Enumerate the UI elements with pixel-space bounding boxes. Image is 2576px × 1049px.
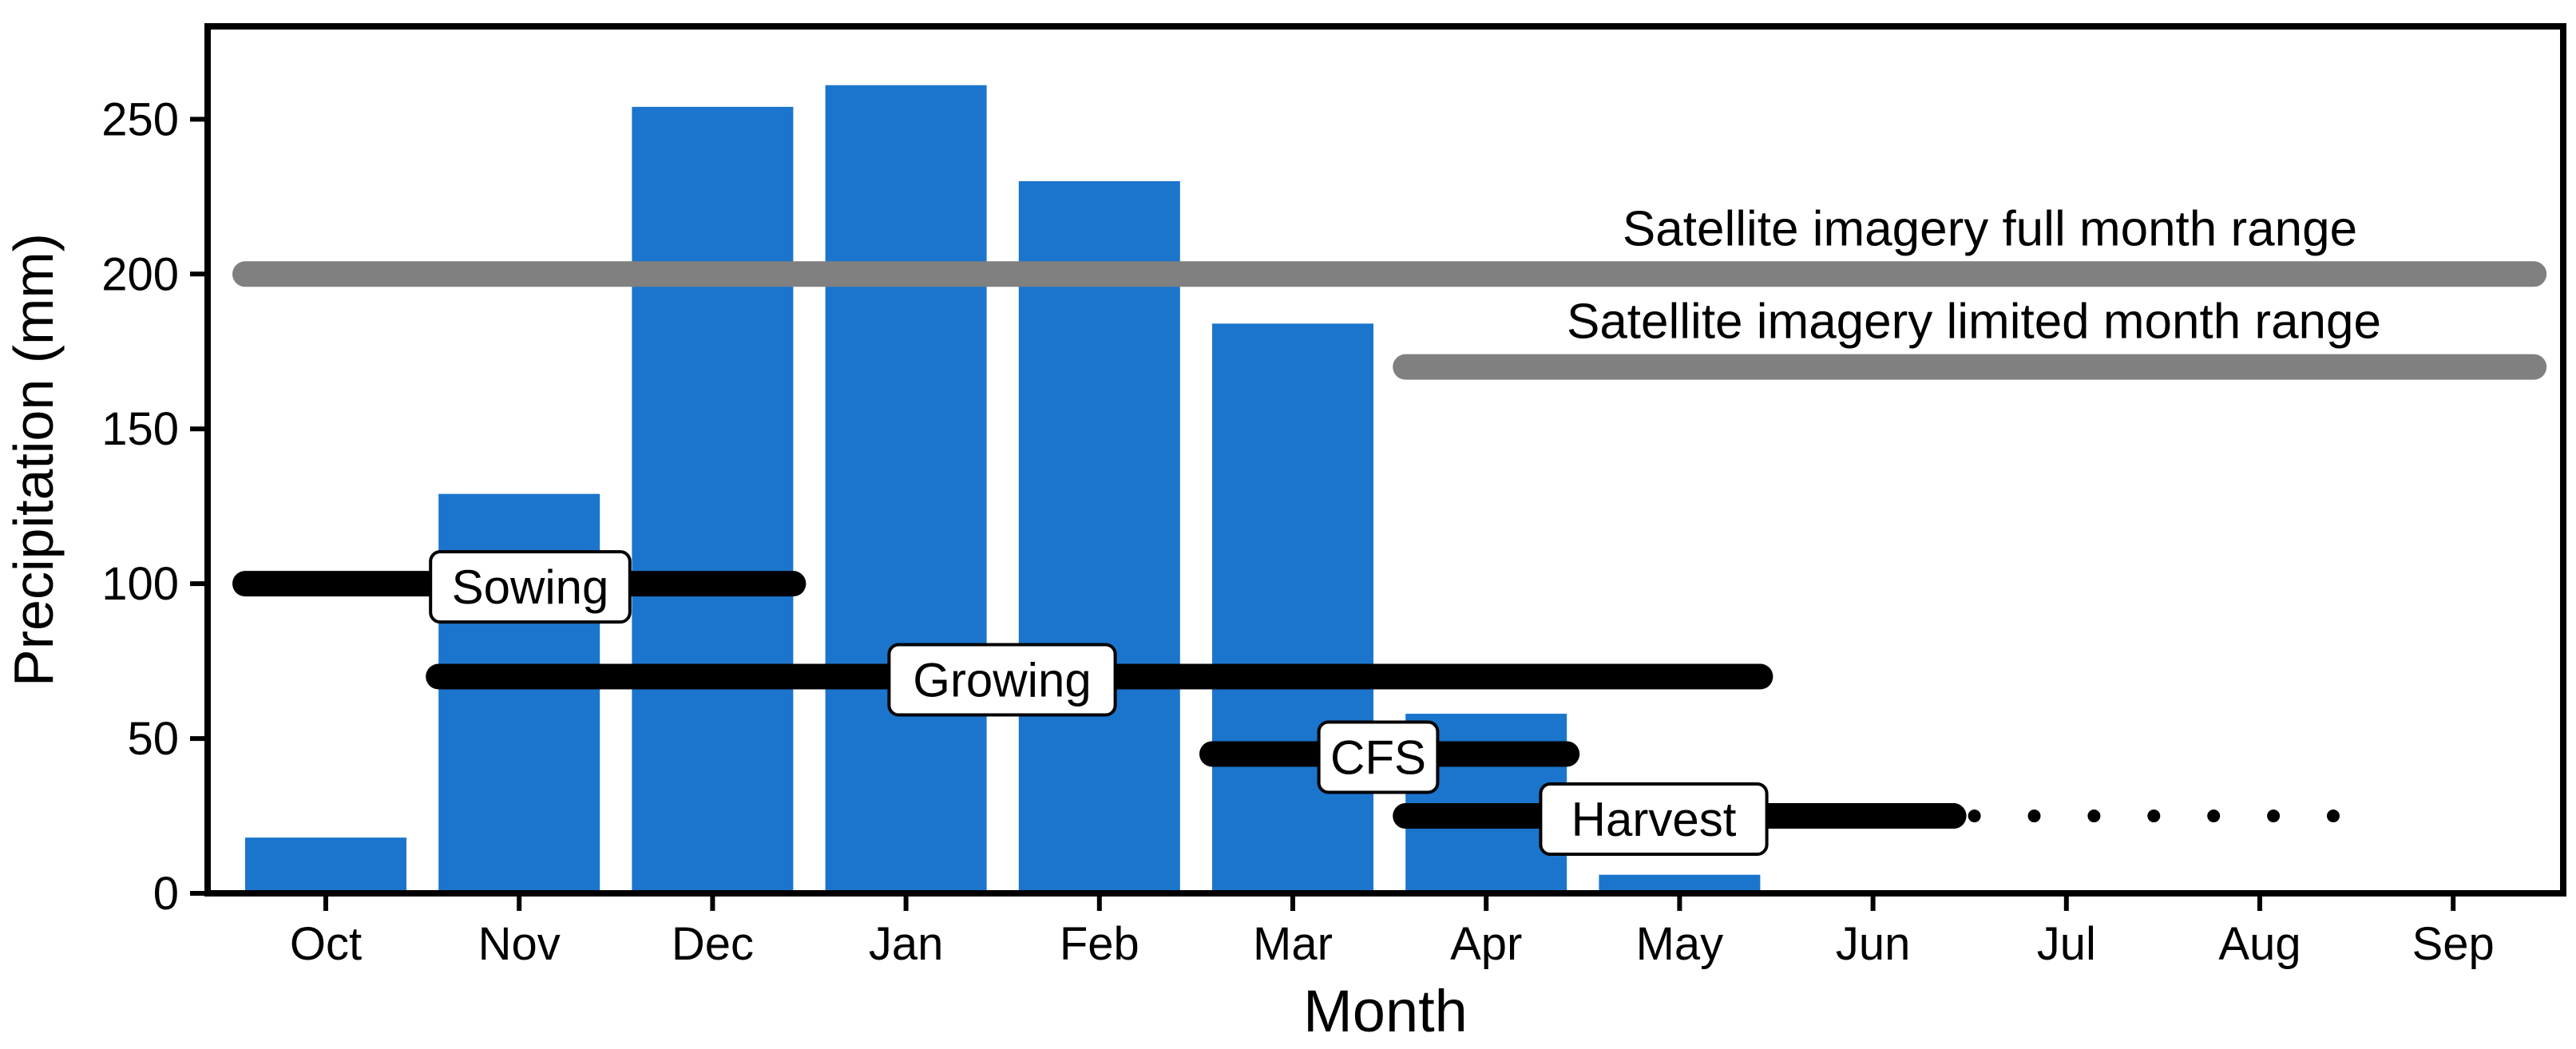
x-tick-label: Sep (2412, 918, 2495, 970)
bar-feb (1018, 180, 1180, 890)
phase-label-growing: Growing (913, 654, 1091, 707)
phase-label-box (1317, 720, 1440, 794)
x-tick-label: Jan (869, 918, 944, 970)
bar-series (245, 85, 1761, 891)
y-tick-label: 0 (153, 868, 179, 920)
y-tick-label: 200 (101, 248, 179, 300)
x-tick-label: Feb (1060, 918, 1139, 970)
bar-oct (245, 837, 406, 890)
y-axis-label: Precipitation (mm) (2, 233, 65, 687)
phase-label-cfs: CFS (1330, 730, 1426, 784)
phase-label-box (887, 643, 1117, 717)
bar-mar (1212, 323, 1373, 890)
x-tick-label: Aug (2218, 918, 2301, 970)
phase-label-box (1539, 782, 1769, 857)
phase-label-box (429, 550, 632, 624)
phase-label-sowing: Sowing (452, 560, 609, 614)
y-tick-label: 100 (101, 558, 179, 610)
harvest-extension-dot (2027, 810, 2041, 823)
harvest-extension-dot (2087, 810, 2101, 823)
y-tick-label: 50 (127, 713, 179, 765)
y-tick-label: 250 (101, 93, 179, 145)
bar-dec (632, 106, 794, 891)
bar-jan (825, 85, 987, 890)
bar-may (1599, 874, 1761, 890)
x-axis-label: Month (1303, 978, 1468, 1044)
x-axis-ticks: Oct Nov Dec Jan Feb Mar Apr May Jun Jul Aug Sep (290, 893, 2495, 970)
x-tick-label: Nov (478, 918, 561, 970)
x-tick-label: Jul (2037, 918, 2096, 970)
harvest-extension-dot (2327, 810, 2340, 823)
harvest-extension-dot (2207, 810, 2221, 823)
x-tick-label: Oct (290, 918, 362, 970)
x-tick-label: Apr (1450, 918, 1522, 970)
phase-lines: Sowing Growing CFS Harvest (232, 550, 2340, 857)
phase-label-harvest: Harvest (1571, 793, 1737, 846)
x-tick-label: Jun (1836, 918, 1911, 970)
plot-frame (204, 23, 2566, 897)
harvest-extension-dot (2147, 810, 2161, 823)
y-axis-ticks: 0 50 100 150 200 250 (101, 93, 208, 920)
x-tick-label: May (1636, 918, 1724, 970)
satellite-range-lines: Satellite imagery full month range Satell… (232, 201, 2547, 380)
y-tick-label: 150 (101, 403, 179, 455)
x-tick-label: Mar (1253, 918, 1333, 970)
harvest-extension-dot (2267, 810, 2281, 823)
x-tick-label: Dec (672, 918, 754, 970)
satellite-range-label: Satellite imagery full month range (1623, 201, 2357, 256)
harvest-extension-dot (1968, 810, 1981, 823)
satellite-range-label: Satellite imagery limited month range (1567, 295, 2381, 350)
